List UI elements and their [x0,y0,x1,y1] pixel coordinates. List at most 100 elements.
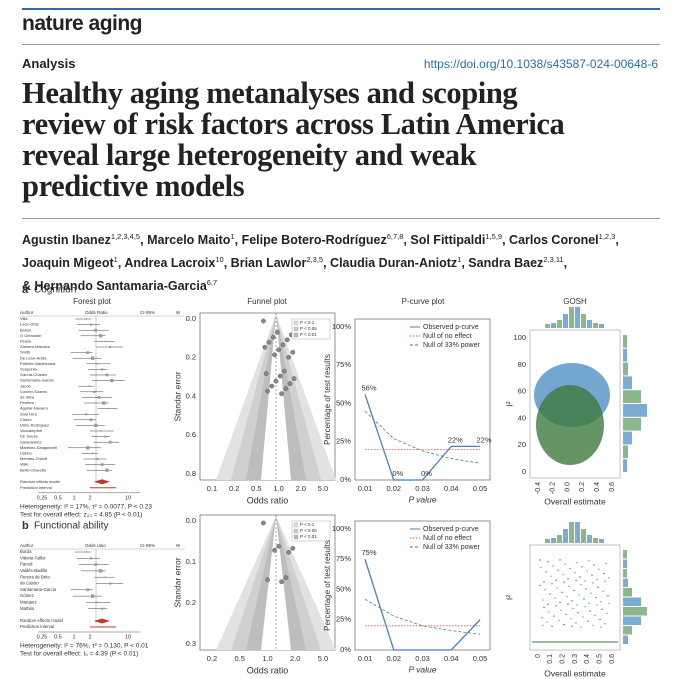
column-header: W [176,543,181,548]
gosh-point [539,584,541,587]
affiliation: 1 [230,232,235,241]
study-name: Zamora-Macorra [20,344,51,349]
x-tick-label: 0.6 [609,654,616,664]
gosh-point [548,611,550,613]
gosh-point [600,626,602,628]
study-box [94,563,98,566]
x-tick-label: 0.04 [444,654,459,663]
study-point [263,371,269,377]
study-point [274,329,280,335]
study-box [101,607,104,610]
study-box [90,594,95,598]
affiliation: 2,3,5 [306,255,324,265]
x-tick-label: 0.4 [594,482,601,492]
study-point [269,383,275,389]
panel-title: Cognition [34,285,76,296]
gosh-point [602,590,604,593]
author-line: Agustin Ibanez1,2,3,4,5, Marcelo Maito1,… [22,227,662,250]
x-tick-label: 0.01 [358,654,373,663]
study-box [109,582,112,585]
curve-null-33-power [364,598,481,635]
gosh-point [587,620,589,622]
gosh-point [583,598,585,600]
panel-label: a [22,284,29,296]
side-histogram [623,607,647,616]
x-tick-label: 0.5 [235,654,245,663]
x-tick-label: 0.0 [564,482,571,492]
column-header: Author [20,310,34,315]
gosh-point [563,581,565,583]
study-box [102,401,106,405]
legend-swatch [293,320,299,326]
study-name: Uribe Rodríguez [20,422,49,427]
author-name: Joaquin Migeot [22,256,114,271]
study-name: Sola Urra [20,411,38,416]
top-histogram [569,522,574,543]
y-tick-label: 0.0 [186,516,196,525]
gosh-point [580,583,582,586]
gosh-point [592,582,594,584]
gosh-point [607,595,609,597]
gosh-point [567,603,569,605]
x-tick-label: 2.0 [290,654,300,663]
top-histogram [593,538,598,543]
gosh-point [591,574,593,576]
study-name: Vittoria Fallisi [20,555,46,560]
side-histogram [623,635,628,644]
gosh-point [546,621,548,623]
study-name: Pereira de Brito [20,574,50,579]
panel-label: b [22,520,29,532]
x-tick-label: 0.25 [37,634,48,640]
study-name: León-Ortiz [20,322,39,327]
study-box [110,378,114,383]
gosh-point [543,606,545,609]
separator: , [234,233,239,248]
top-histogram [599,539,604,543]
affiliation: 1,2,3,4,5 [110,232,141,241]
legend-label: Null of no effect [423,333,472,340]
x-tick-label: 0.25 [37,495,48,501]
gosh-point [571,600,573,602]
x-tick-label: -0.2 [550,482,557,494]
side-histogram [623,569,627,578]
x-tick-label: 0.2 [560,654,567,664]
study-point [266,339,272,345]
y-tick-label: 0% [340,475,351,484]
x-tick-label: 0.02 [386,654,401,663]
top-histogram [575,307,580,328]
study-name: Peeters [20,400,34,405]
study-name: Lillebo [20,450,32,455]
study-box [96,457,99,461]
doi-link[interactable]: https://doi.org/10.1038/s43587-024-00648… [423,57,658,71]
column-header: W [176,310,181,315]
y-tick-label: 0% [340,645,351,654]
author-name: Agustin Ibanez [22,233,111,248]
summary-label: Prediction interval [20,624,54,629]
title-line: review of risk factors across Latin Amer… [22,107,565,141]
gosh-point [594,614,596,616]
study-name: Borda [20,549,32,554]
gosh-point [541,617,543,619]
gosh-point [562,573,564,576]
gosh-point [590,592,592,594]
study-name: Borda [20,327,31,332]
top-histogram [587,535,592,543]
study-point [273,378,279,384]
y-tick-label: 50% [336,398,351,407]
study-name: Poblete-Valderrama [20,361,56,366]
gosh-point [595,596,597,599]
study-point [276,347,282,353]
top-histogram [551,323,556,328]
study-point [287,381,293,387]
data-label: 22% [476,435,491,444]
study-box [85,413,88,416]
y-axis-label: Percentage of test results [323,354,332,445]
study-box [104,340,107,343]
study-point [279,579,284,585]
separator: , [117,256,122,271]
study-box [96,363,99,365]
gosh-point [545,571,547,573]
gosh-point [544,589,546,591]
x-tick-label: 2 [88,634,91,640]
